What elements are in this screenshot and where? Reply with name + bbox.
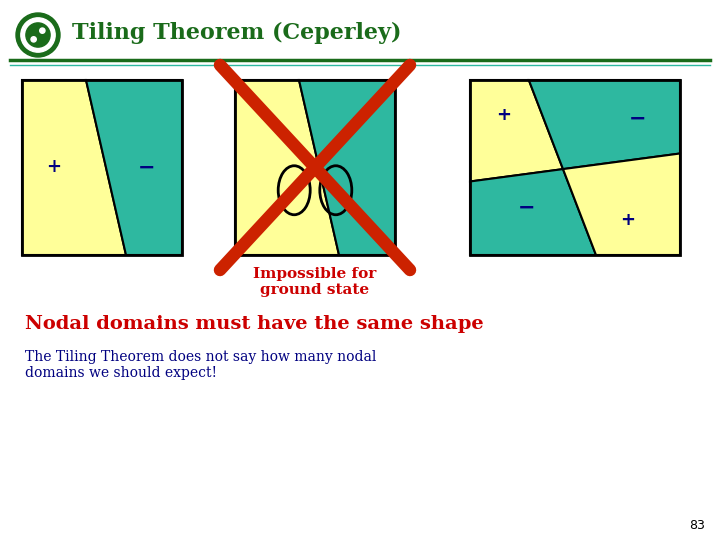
Text: −: − <box>518 198 536 218</box>
Text: 83: 83 <box>689 519 705 532</box>
Circle shape <box>16 13 60 57</box>
Text: Tiling Theorem (Ceperley): Tiling Theorem (Ceperley) <box>72 22 402 44</box>
Circle shape <box>26 23 50 47</box>
Text: +: + <box>620 211 635 229</box>
Text: −: − <box>351 109 369 129</box>
Circle shape <box>21 18 55 52</box>
Polygon shape <box>86 80 182 255</box>
Text: +: + <box>47 159 61 177</box>
Text: +: + <box>496 106 511 124</box>
Polygon shape <box>470 80 563 181</box>
Text: −: − <box>138 158 156 178</box>
Polygon shape <box>299 80 395 255</box>
Circle shape <box>31 37 36 42</box>
Text: Nodal domains must have the same shape: Nodal domains must have the same shape <box>25 315 484 333</box>
Polygon shape <box>563 153 680 255</box>
Polygon shape <box>470 169 596 255</box>
Text: +: + <box>259 110 274 127</box>
Circle shape <box>40 28 45 33</box>
Text: Impossible for
ground state: Impossible for ground state <box>253 267 377 297</box>
Polygon shape <box>22 80 126 255</box>
Polygon shape <box>528 80 680 169</box>
Polygon shape <box>235 80 339 255</box>
Text: The Tiling Theorem does not say how many nodal
domains we should expect!: The Tiling Theorem does not say how many… <box>25 350 377 380</box>
Text: −: − <box>629 109 647 129</box>
